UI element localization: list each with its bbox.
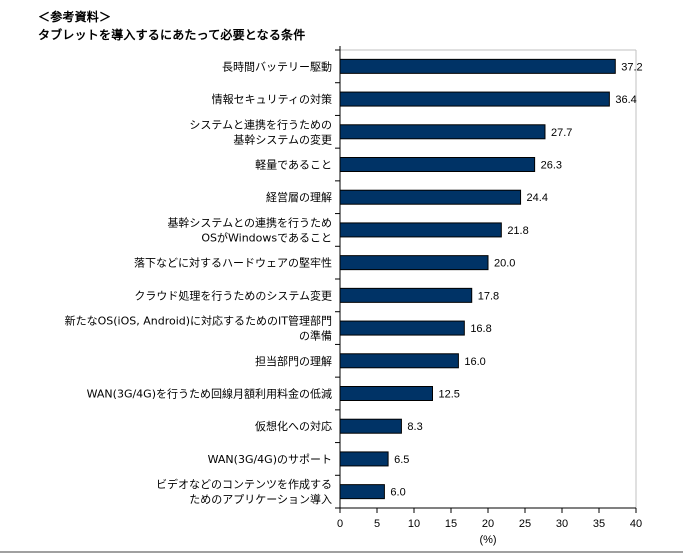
category-label: 基幹システムの変更	[233, 132, 332, 146]
category-label: 基幹システムとの連携を行うため	[167, 215, 332, 229]
bar	[339, 287, 473, 303]
x-tick-label: 20	[482, 518, 494, 530]
bar	[339, 418, 402, 434]
x-tick-label: 10	[408, 518, 420, 530]
bar	[339, 484, 385, 500]
category-label: 落下などに対するハードウェアの堅牢性	[134, 256, 332, 270]
x-tick-label: 0	[337, 518, 343, 530]
bar	[339, 255, 489, 271]
bar	[339, 189, 522, 205]
category-label: 担当部門の理解	[255, 354, 332, 368]
bar	[339, 157, 536, 172]
bar	[339, 91, 610, 107]
value-label: 21.8	[507, 225, 528, 237]
x-tick-label: 5	[374, 518, 380, 530]
bar	[339, 451, 389, 467]
category-label: 経営層の理解	[266, 190, 332, 204]
x-tick-label: 35	[593, 518, 605, 530]
chart-title: タブレットを導入するにあたって必要となる条件	[38, 28, 306, 42]
category-label: WAN(3G/4G)を行うため回線月額利用料金の低減	[87, 387, 332, 401]
bar	[339, 222, 502, 238]
x-axis-title: (%)	[479, 534, 496, 546]
category-label: の準備	[299, 329, 332, 343]
category-labels: 長時間バッテリー駆動情報セキュリティの対策システムと連携を行うための基幹システム…	[65, 59, 332, 506]
value-label: 27.7	[551, 127, 572, 139]
bar	[339, 320, 465, 336]
value-label: 6.5	[394, 454, 409, 466]
reference-heading: ＜参考資料＞	[38, 10, 112, 24]
bar	[339, 386, 433, 401]
value-label: 12.5	[439, 389, 460, 401]
bars-group	[339, 58, 616, 500]
x-axis: 0 5 10 15 20 25 30 35 40	[335, 46, 642, 530]
value-label: 8.3	[407, 421, 422, 433]
x-tick-label: 15	[445, 518, 457, 530]
category-label: システムと連携を行うための	[189, 117, 332, 131]
value-label: 6.0	[390, 487, 405, 499]
value-label: 36.4	[615, 94, 636, 106]
value-label: 37.2	[621, 61, 642, 73]
value-label: 16.0	[464, 356, 485, 368]
plot-frame	[340, 49, 637, 508]
value-label: 24.4	[527, 192, 548, 204]
value-labels: 37.2 36.4 27.7 26.3 24.4 21.8 20.0 17.8 16.8 16.0…	[390, 61, 642, 498]
bottom-divider	[0, 551, 683, 553]
x-tick-label: 30	[556, 518, 568, 530]
x-tick-label: 40	[630, 518, 642, 530]
bar	[339, 353, 459, 369]
category-label: 軽量であること	[255, 159, 332, 172]
category-label: ビデオなどのコンテンツを作成する	[156, 477, 332, 491]
category-label: 情報セキュリティの対策	[212, 92, 332, 106]
category-label: 仮想化への対応	[255, 419, 332, 433]
category-label: 新たなOS(iOS, Android)に対応するためのIT管理部門	[65, 314, 332, 328]
category-label: 長時間バッテリー駆動	[222, 59, 332, 73]
category-label: ためのアプリケーション導入	[189, 492, 332, 506]
value-label: 20.0	[494, 258, 515, 270]
bar	[339, 124, 546, 140]
value-label: 16.8	[470, 323, 491, 335]
value-label: 17.8	[478, 290, 499, 302]
value-label: 26.3	[541, 160, 562, 172]
x-tick-label: 25	[519, 518, 531, 530]
bar	[339, 58, 616, 74]
category-label: クラウド処理を行うためのシステム変更	[134, 288, 332, 302]
category-label: WAN(3G/4G)のサポート	[208, 453, 332, 466]
category-label: OSがWindowsであること	[201, 230, 332, 244]
